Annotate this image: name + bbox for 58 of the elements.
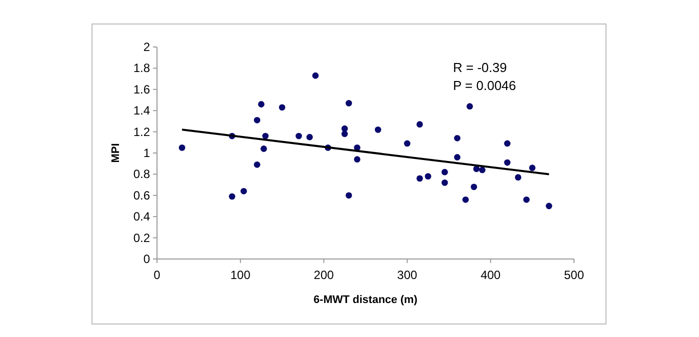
y-axis-title: MPI — [110, 143, 122, 163]
point — [346, 192, 352, 199]
point — [529, 164, 536, 172]
y-tick-label: 0.4 — [133, 210, 150, 224]
annotation: R = -0.39 — [453, 60, 507, 75]
x-tick-label: 300 — [397, 268, 418, 282]
point — [416, 175, 423, 182]
point — [546, 202, 552, 210]
point — [442, 179, 448, 186]
point — [346, 100, 352, 106]
point — [341, 125, 348, 132]
y-tick-label: 0.8 — [133, 167, 150, 182]
point — [260, 146, 267, 152]
x-tick-label: 400 — [480, 268, 501, 282]
x-tick-label: 200 — [314, 268, 334, 282]
y-tick-label: 1.6 — [133, 82, 150, 96]
point — [341, 130, 348, 138]
point — [504, 159, 510, 166]
point — [178, 144, 186, 151]
point — [262, 132, 269, 140]
x-tick-label: 500 — [564, 268, 584, 282]
y-tick-label: 1.4 — [133, 104, 150, 118]
y-tick-label: 0.2 — [133, 230, 150, 245]
y-tick-label: 1.8 — [133, 61, 150, 76]
point — [354, 156, 360, 163]
point — [254, 116, 260, 124]
point — [228, 193, 236, 200]
point — [312, 72, 319, 79]
point — [442, 168, 448, 176]
point — [424, 173, 432, 180]
point — [462, 196, 469, 203]
point — [374, 126, 382, 133]
point — [454, 134, 460, 142]
point — [523, 196, 530, 203]
annotation: P = 0.0046 — [453, 78, 516, 93]
point — [306, 134, 313, 140]
point — [254, 161, 260, 168]
y-tick-label: 0 — [143, 252, 150, 266]
x-tick-label: 100 — [230, 268, 251, 282]
point — [454, 154, 460, 160]
point — [296, 132, 302, 140]
y-tick-label: 0.6 — [133, 188, 150, 202]
y-tick-label: 1 — [143, 146, 150, 160]
x-axis-title: 6-MWT distance (m) — [314, 294, 418, 306]
point — [258, 101, 264, 108]
point — [240, 188, 247, 194]
x-tick-label: 0 — [154, 268, 161, 282]
y-tick-label: 1.2 — [133, 124, 150, 139]
point — [404, 140, 410, 147]
point — [278, 104, 286, 111]
point — [514, 174, 522, 181]
point — [466, 103, 473, 110]
point — [504, 140, 510, 147]
point — [470, 184, 478, 190]
point — [416, 121, 423, 128]
y-tick-label: 2 — [143, 40, 150, 54]
point — [473, 166, 480, 172]
point — [479, 166, 486, 174]
